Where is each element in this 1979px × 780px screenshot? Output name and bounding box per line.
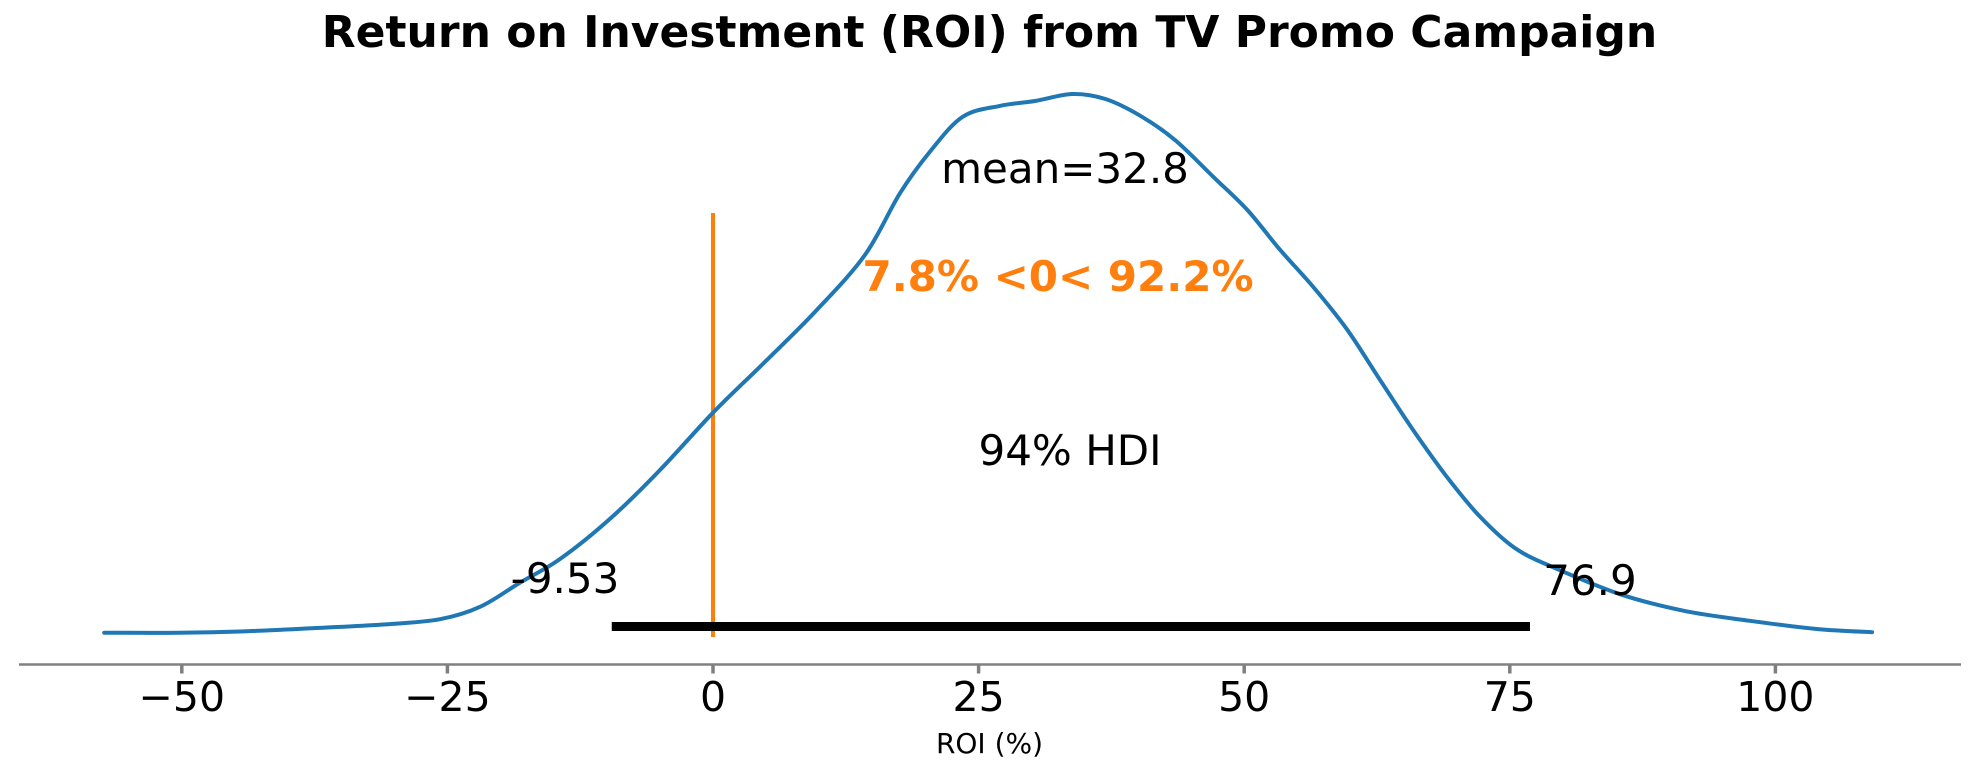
kde-curve [102,91,1875,635]
x-tick-label: 50 [1218,673,1271,721]
hdi-lower-bound: -9.53 [510,554,620,603]
x-tick-label: 0 [699,673,727,721]
x-tick-label: −50 [138,673,226,721]
x-tick-label: 100 [1736,673,1815,721]
x-tick-label: 25 [952,673,1005,721]
mean-annotation: mean=32.8 [941,144,1189,193]
hdi-label: 94% HDI [978,426,1162,475]
x-axis-label: ROI (%) [935,727,1044,760]
x-tick-label: −25 [404,673,491,721]
ref-val-annotation: 7.8% <0< 92.2% [862,252,1254,301]
plot-title: Return on Investment (ROI) from TV Promo… [321,7,1658,58]
x-tick-label: 75 [1483,673,1536,721]
hdi-upper-bound: 76.9 [1543,556,1637,605]
